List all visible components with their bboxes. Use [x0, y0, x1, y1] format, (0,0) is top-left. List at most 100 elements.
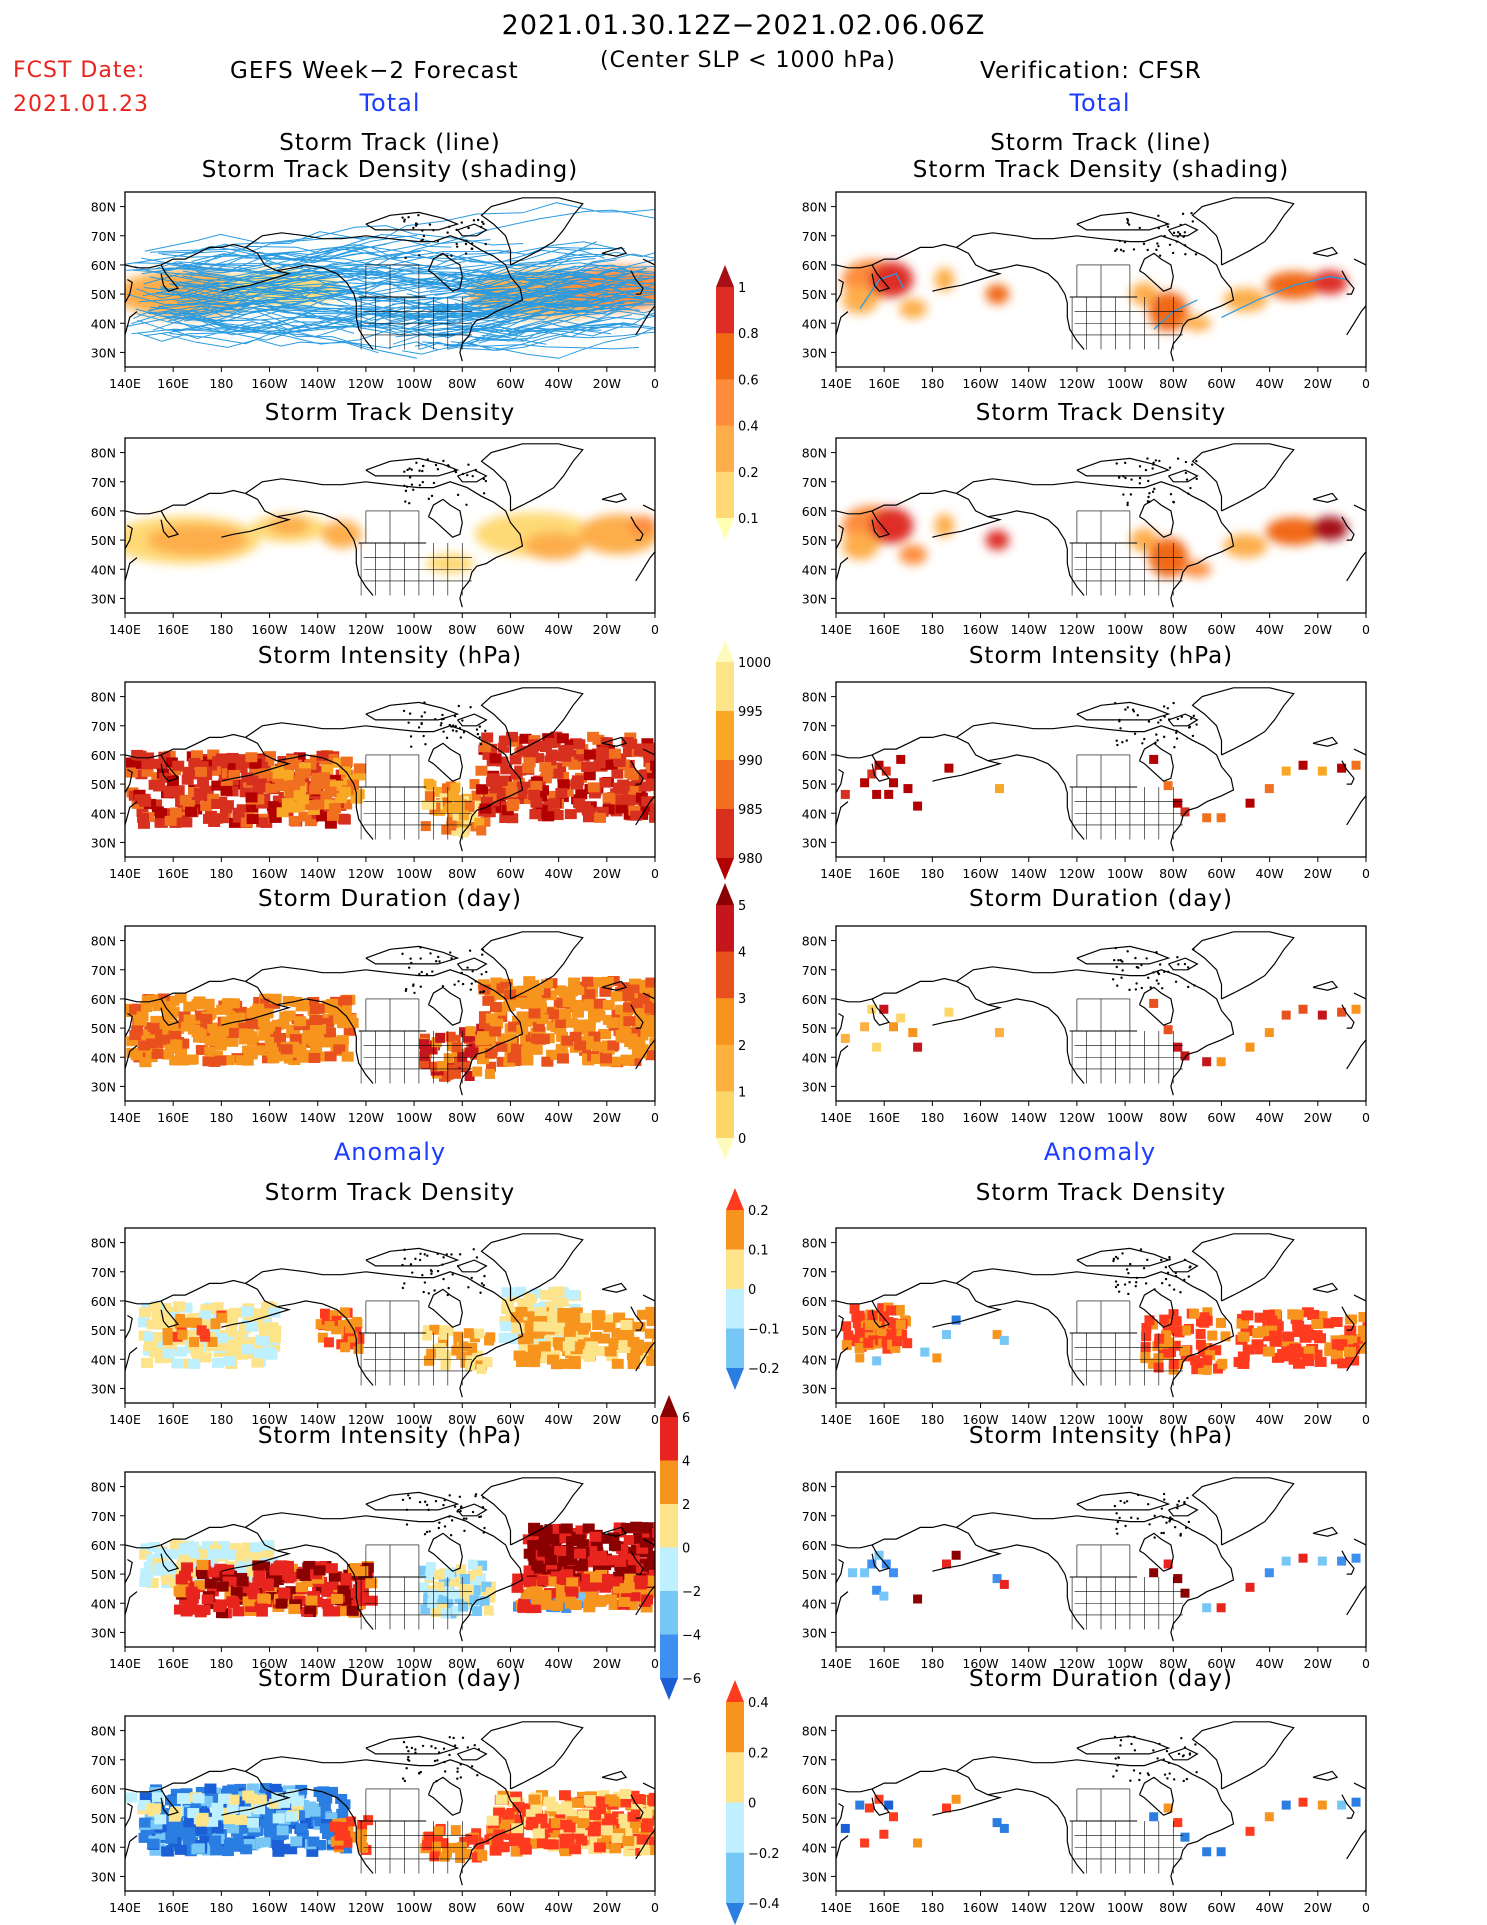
- lon-tick-label: 160E: [157, 1412, 189, 1427]
- island: [1128, 988, 1131, 992]
- island: [474, 1493, 478, 1496]
- lon-tick-label: 140W: [1011, 866, 1047, 881]
- island: [484, 479, 488, 483]
- coastline: [1138, 1532, 1174, 1572]
- grid-cell: [234, 1564, 247, 1575]
- island: [1184, 460, 1188, 464]
- grid-cell: [263, 751, 276, 762]
- grid-cell: [1345, 1314, 1358, 1325]
- grid-cell: [619, 1583, 632, 1594]
- grid-cell: [574, 1548, 587, 1559]
- lon-tick-label: 0: [651, 622, 659, 637]
- island: [480, 1282, 484, 1285]
- island: [1115, 248, 1118, 251]
- island: [418, 1500, 422, 1504]
- grid-cell: [247, 1018, 260, 1029]
- coastline: [365, 1247, 460, 1267]
- density-blob: [628, 515, 655, 536]
- grid-cell: [326, 1581, 339, 1592]
- island: [1121, 969, 1124, 972]
- grid-cell: [173, 1301, 186, 1312]
- island: [405, 1523, 409, 1526]
- grid-cell: [429, 1851, 440, 1862]
- island: [457, 704, 461, 708]
- island: [403, 470, 406, 473]
- grid-cell: [141, 1357, 154, 1368]
- grid-cell: [221, 800, 234, 811]
- coastline: [221, 980, 292, 1026]
- lat-tick-label: 80N: [802, 200, 827, 215]
- grid-cell: [647, 1575, 655, 1586]
- grid-cell: [1358, 1312, 1366, 1323]
- storm-track-line: [398, 302, 625, 318]
- grid-cell: [552, 1523, 565, 1534]
- grid-cell: [146, 1577, 159, 1588]
- grid-cell: [431, 1841, 442, 1852]
- island: [1120, 976, 1123, 979]
- grid-cell: [272, 1813, 285, 1824]
- grid-cell: [629, 1818, 642, 1829]
- grid-cell: [166, 1549, 179, 1560]
- grid-cell: [485, 1332, 496, 1343]
- coastline: [871, 998, 891, 1026]
- grid-cell: [214, 1037, 227, 1048]
- island: [408, 476, 412, 479]
- grid-cell: [201, 785, 214, 796]
- coastline: [276, 264, 374, 350]
- island: [1151, 490, 1155, 493]
- grid-cell: [258, 1030, 271, 1041]
- grid-cell: [479, 803, 492, 814]
- lon-tick-label: 180: [920, 1656, 944, 1671]
- grid-cell: [347, 1565, 360, 1576]
- grid-cell: [552, 1337, 565, 1348]
- coastline: [427, 1532, 463, 1572]
- grid-cell: [321, 1598, 334, 1609]
- grid-cell: [129, 1030, 142, 1041]
- grid-cell: [266, 1589, 279, 1600]
- grid-cell: [430, 1061, 441, 1072]
- coastline: [245, 1268, 419, 1284]
- coastline: [276, 1788, 374, 1874]
- grid-cell: [920, 1347, 930, 1357]
- lat-tick-label: 70N: [802, 963, 827, 978]
- grid-cell: [297, 794, 310, 805]
- grid-cell: [1351, 1553, 1361, 1563]
- coastline: [1168, 957, 1199, 971]
- grid-cell: [480, 796, 493, 807]
- lon-tick-label: 160E: [157, 376, 189, 391]
- density-blob: [934, 513, 955, 538]
- grid-cell: [259, 1308, 272, 1319]
- coastline: [836, 1558, 844, 1584]
- coastline: [1353, 992, 1366, 1000]
- grid-cell: [329, 780, 342, 791]
- grid-cell: [538, 988, 551, 999]
- grid-cell: [603, 1322, 616, 1333]
- grid-cell: [164, 1795, 177, 1806]
- island: [1195, 459, 1198, 463]
- coastline: [276, 510, 374, 596]
- grid-cell: [559, 1358, 572, 1369]
- island: [452, 724, 455, 727]
- lat-tick-label: 50N: [802, 1567, 827, 1582]
- grid-cell: [582, 1523, 595, 1534]
- island: [1134, 956, 1137, 960]
- island: [401, 1286, 405, 1290]
- grid-cell: [587, 1826, 600, 1837]
- grid-cell: [236, 804, 249, 815]
- grid-cell: [353, 1593, 366, 1604]
- grid-cell: [619, 1797, 632, 1808]
- province-line: [365, 264, 420, 297]
- grid-cell: [440, 1608, 451, 1619]
- lat-tick-label: 80N: [802, 934, 827, 949]
- grid-cell: [268, 1341, 281, 1352]
- lat-tick-label: 80N: [802, 690, 827, 705]
- island: [421, 1273, 424, 1277]
- grid-cell: [529, 1347, 542, 1358]
- lon-tick-label: 100W: [1107, 866, 1143, 881]
- coastline: [635, 1585, 655, 1616]
- grid-cell: [332, 774, 345, 785]
- grid-cell: [151, 1309, 164, 1320]
- grid-cell: [479, 1019, 492, 1030]
- grid-cell: [565, 986, 578, 997]
- grid-cell: [237, 1823, 250, 1834]
